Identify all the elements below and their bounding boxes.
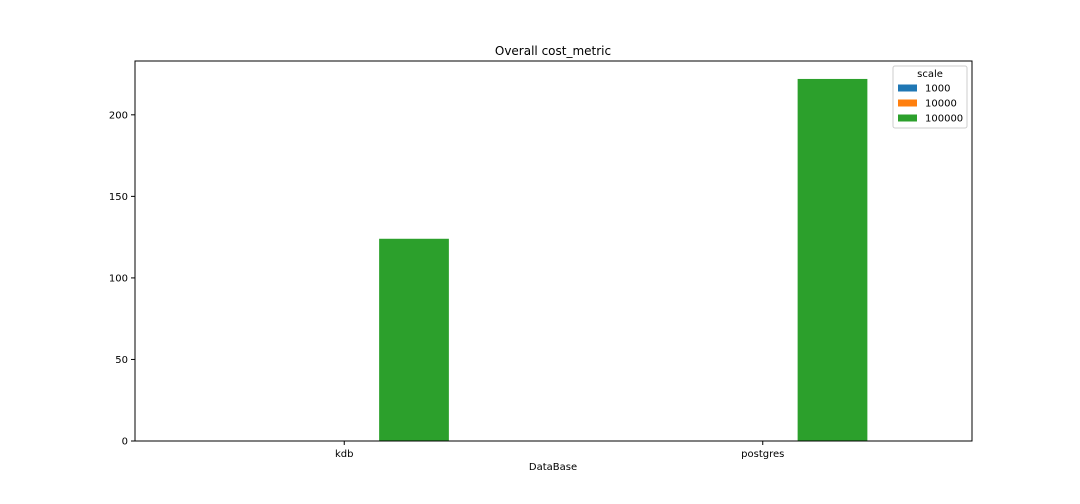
x-tick-label-postgres: postgres: [741, 449, 784, 460]
plot-frame: [134, 60, 973, 442]
bar-kdb-100000: [379, 238, 449, 441]
legend-title: scale: [917, 69, 943, 80]
legend-box: [892, 65, 968, 129]
y-tick-label: 100: [109, 273, 128, 284]
legend-swatch-10000: [898, 99, 917, 107]
y-tick-label: 200: [109, 110, 128, 121]
bar-postgres-100000: [797, 78, 868, 441]
x-tick-label-kdb: kdb: [335, 449, 354, 460]
chart-title: Overall cost_metric: [495, 44, 611, 58]
x-axis-label: DataBase: [529, 462, 577, 473]
legend-label-10000: 10000: [925, 99, 957, 110]
legend-label-1000: 1000: [925, 84, 950, 95]
y-tick-label: 150: [109, 192, 128, 203]
legend: scale 1000 10000 100000: [892, 65, 968, 129]
legend-swatch-100000: [898, 114, 917, 122]
y-tick-label: 50: [115, 355, 128, 366]
x-axis: kdb postgres: [335, 441, 784, 460]
y-axis: 0 50 100 150 200: [109, 110, 135, 448]
legend-swatch-1000: [898, 84, 917, 92]
bars-group: [379, 78, 868, 441]
y-tick-label: 0: [122, 437, 128, 448]
legend-label-100000: 100000: [925, 114, 963, 125]
